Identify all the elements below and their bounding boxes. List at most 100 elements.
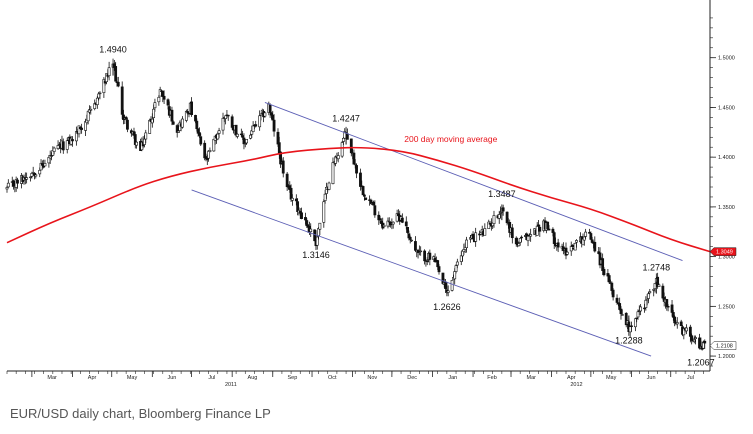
candle-body	[217, 130, 221, 134]
candle-body	[501, 207, 505, 212]
candle-body	[224, 115, 228, 119]
candle-body	[86, 111, 90, 122]
candle-body	[313, 229, 317, 242]
candle-body	[414, 241, 417, 251]
candle-body	[71, 139, 74, 142]
candle-body	[652, 289, 656, 291]
candle-body	[221, 117, 225, 131]
candle-body	[535, 225, 539, 236]
candle-body	[170, 109, 174, 122]
price-annotation: 1.4940	[99, 45, 127, 55]
candle-body	[441, 272, 445, 284]
candle-body	[437, 266, 441, 273]
candle-body	[593, 241, 597, 252]
candle-body	[241, 135, 245, 138]
candle-body	[318, 222, 322, 230]
candle-body	[679, 321, 683, 327]
candle-body	[618, 303, 622, 310]
candle-body	[327, 182, 331, 190]
candle-body	[666, 306, 670, 308]
candle-body	[630, 325, 633, 328]
x-tick-label: Oct	[328, 375, 337, 381]
candle-body	[518, 238, 522, 243]
candle-body	[77, 125, 81, 135]
candle-body	[50, 155, 53, 157]
candle-body	[459, 255, 463, 262]
candle-body	[349, 138, 353, 154]
candle-body	[114, 66, 118, 82]
candle-body	[148, 119, 152, 134]
candle-body	[12, 180, 15, 187]
candle-body	[644, 299, 648, 308]
candle-body	[208, 149, 212, 152]
price-annotation: 1.4247	[332, 114, 360, 124]
candle-body	[279, 151, 283, 165]
candle-body	[653, 283, 657, 289]
candle-body	[624, 312, 628, 326]
candle-body	[670, 304, 674, 313]
y-tick-label: 1.4500	[718, 105, 735, 111]
candle-body	[436, 260, 440, 268]
x-tick-label: Apr	[567, 375, 576, 381]
candle-body	[372, 201, 375, 206]
candle-body	[95, 97, 99, 105]
candle-body	[207, 150, 211, 159]
candle-body	[408, 236, 412, 240]
candle-body	[258, 115, 262, 128]
y-tick-label: 1.5000	[718, 56, 735, 62]
candle-body	[290, 197, 294, 201]
candle-body	[538, 226, 542, 232]
candle-body	[404, 221, 408, 227]
candle-body	[270, 112, 273, 116]
candle-body	[199, 136, 203, 145]
candle-body	[153, 102, 157, 109]
candle-body	[571, 245, 574, 248]
candle-body	[126, 119, 129, 130]
y-tick-label: 1.3000	[718, 255, 735, 261]
candle-body	[446, 290, 450, 293]
candle-body	[157, 96, 161, 103]
x-tick-label: Jan	[448, 375, 457, 381]
x-tick-label: Jul	[687, 375, 694, 381]
candle-body	[38, 170, 42, 175]
candle-body	[619, 308, 623, 315]
candle-body	[425, 260, 429, 262]
x-tick-label: Mar	[527, 375, 537, 381]
candle-body	[487, 221, 491, 229]
candle-body	[483, 228, 487, 236]
moving-average-label: 200 day moving average	[404, 134, 497, 144]
candle-body	[177, 130, 180, 133]
candle-body	[98, 92, 102, 95]
price-annotation: 1.3487	[488, 189, 516, 199]
candle-body	[276, 131, 280, 145]
price-annotation: 1.2288	[615, 335, 643, 345]
price-annotation: 1.2626	[433, 302, 461, 312]
candle-body	[602, 268, 606, 276]
candle-body	[285, 173, 289, 188]
candle-body	[419, 250, 423, 253]
candle-body	[364, 197, 368, 200]
moving-average-line	[6, 146, 711, 253]
candle-body	[361, 186, 365, 196]
candle-body	[152, 108, 156, 119]
candle-body	[323, 193, 327, 201]
candle-body	[584, 231, 588, 237]
candle-body	[6, 182, 10, 188]
candle-body	[226, 114, 230, 117]
candle-body	[315, 236, 319, 246]
candle-body	[454, 265, 458, 272]
last-price-tag: 1.2108	[709, 341, 737, 350]
y-tick-label: 1.4000	[718, 155, 735, 161]
candle-body	[353, 163, 357, 166]
candle-body	[289, 187, 293, 200]
x-year-label: 2011	[225, 382, 237, 388]
price-annotation: 1.3146	[302, 250, 330, 260]
price-annotation: 1.2067	[687, 357, 715, 367]
candle-body	[65, 140, 69, 150]
candle-body	[575, 240, 578, 243]
candle-body	[161, 90, 165, 97]
ma-last-value-tag-label: 1.3049	[716, 250, 733, 256]
candle-body	[455, 261, 459, 266]
x-tick-label: Feb	[487, 375, 496, 381]
candle-series	[5, 58, 707, 351]
